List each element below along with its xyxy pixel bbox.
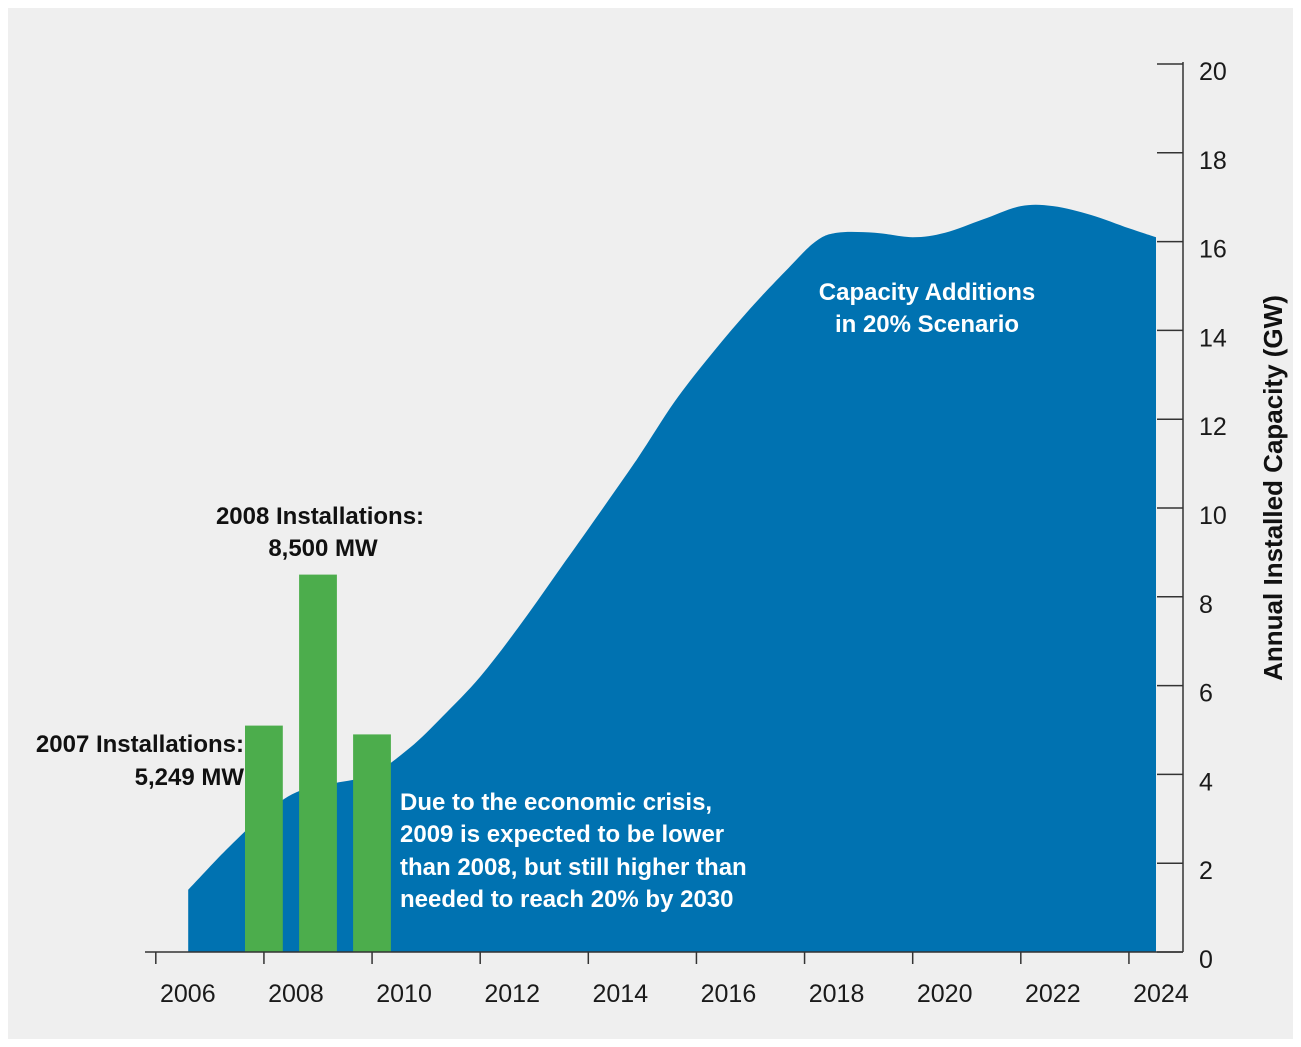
y-tick-label-10: 10 bbox=[1199, 502, 1227, 530]
y-tick-label-20: 20 bbox=[1199, 58, 1227, 86]
x-tick-label-2018: 2018 bbox=[809, 980, 865, 1008]
area-label-line2: in 20% Scenario bbox=[835, 311, 1019, 338]
y-tick-label-18: 18 bbox=[1199, 147, 1227, 175]
capacity-area bbox=[188, 204, 1156, 952]
x-tick-label-2008: 2008 bbox=[268, 980, 324, 1008]
y-tick-label-12: 12 bbox=[1199, 413, 1227, 441]
y-tick-label-14: 14 bbox=[1199, 324, 1227, 352]
crisis-note-line4: needed to reach 20% by 2030 bbox=[400, 886, 734, 913]
x-tick-label-2024: 2024 bbox=[1133, 980, 1189, 1008]
x-tick-label-2014: 2014 bbox=[593, 980, 649, 1008]
y-tick-label-6: 6 bbox=[1199, 680, 1213, 708]
crisis-note-line1: Due to the economic crisis, bbox=[400, 789, 712, 816]
y-axis-title: Annual Installed Capacity (GW) bbox=[1258, 295, 1288, 681]
x-tick-label-2010: 2010 bbox=[376, 980, 432, 1008]
crisis-note-line3: than 2008, but still higher than bbox=[400, 854, 747, 881]
installation-bar-2010 bbox=[353, 734, 391, 952]
y-tick-label-4: 4 bbox=[1199, 768, 1213, 796]
annotation-2008-line2: 8,500 MW bbox=[268, 535, 378, 562]
x-tick-label-2022: 2022 bbox=[1025, 980, 1081, 1008]
annotation-2007-line1: 2007 Installations: bbox=[36, 731, 244, 758]
y-tick-label-16: 16 bbox=[1199, 236, 1227, 264]
x-tick-label-2012: 2012 bbox=[484, 980, 540, 1008]
installation-bar-2008 bbox=[245, 725, 283, 952]
annotation-2008-line1: 2008 Installations: bbox=[216, 503, 424, 530]
crisis-note-line2: 2009 is expected to be lower bbox=[400, 821, 724, 848]
x-tick-label-2006: 2006 bbox=[160, 980, 216, 1008]
y-tick-label-2: 2 bbox=[1199, 857, 1213, 885]
y-tick-label-0: 0 bbox=[1199, 946, 1213, 974]
y-tick-label-8: 8 bbox=[1199, 591, 1213, 619]
x-tick-label-2016: 2016 bbox=[701, 980, 757, 1008]
area-label-line1: Capacity Additions bbox=[819, 279, 1035, 306]
installation-bar-2009 bbox=[299, 574, 337, 952]
x-tick-label-2020: 2020 bbox=[917, 980, 973, 1008]
annotation-2007-line2: 5,249 MW bbox=[135, 764, 245, 791]
